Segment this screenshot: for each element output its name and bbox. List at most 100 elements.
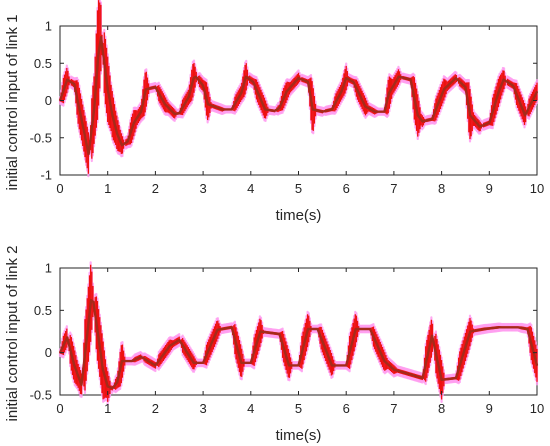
data-point xyxy=(507,326,510,329)
data-point xyxy=(73,83,76,85)
data-point xyxy=(130,360,133,362)
data-point xyxy=(73,364,76,367)
data-point xyxy=(369,328,371,330)
x-tick-label: 1 xyxy=(104,401,111,416)
data-point xyxy=(133,122,135,124)
axes-frame xyxy=(59,25,538,176)
data-point xyxy=(469,114,472,117)
data-point xyxy=(230,326,233,329)
data-point xyxy=(178,112,181,114)
data-point xyxy=(316,328,319,330)
data-point xyxy=(443,88,445,91)
data-point xyxy=(121,144,123,146)
data-point xyxy=(116,381,119,384)
x-tick-label: 5 xyxy=(295,401,302,416)
y-tick-label: 1 xyxy=(45,261,52,276)
data-point xyxy=(202,84,204,87)
data-point xyxy=(345,77,348,79)
data-point xyxy=(259,330,262,333)
data-point xyxy=(407,373,410,375)
y-tick-label: 0.5 xyxy=(34,56,52,71)
x-tick-label: 9 xyxy=(486,401,493,416)
data-point xyxy=(202,362,204,364)
data-point xyxy=(230,108,233,111)
data-point xyxy=(264,108,266,111)
data-point xyxy=(455,377,457,379)
data-point xyxy=(536,364,538,367)
data-point xyxy=(97,334,99,337)
y-tick-label: -0.5 xyxy=(30,130,52,145)
data-point xyxy=(80,384,83,386)
x-tick-label: 2 xyxy=(152,401,159,416)
data-point xyxy=(431,118,433,120)
x-tick-label: 0 xyxy=(56,181,63,196)
x-tick-label: 4 xyxy=(247,181,254,196)
data-point xyxy=(195,75,197,78)
data-point xyxy=(469,330,472,333)
data-point xyxy=(126,140,129,143)
data-point xyxy=(145,88,147,91)
data-point xyxy=(97,55,99,57)
data-point xyxy=(421,120,424,123)
data-point xyxy=(221,108,223,111)
data-point xyxy=(80,118,83,120)
data-point xyxy=(397,75,400,78)
data-point xyxy=(345,364,348,367)
data-point xyxy=(498,326,500,329)
data-point xyxy=(416,114,419,117)
data-point xyxy=(483,328,486,330)
data-point xyxy=(168,345,171,347)
plot-panel-1: 0 1 2 3 4 5 6 7 8 9 10 -1 -0.5 0 0.5 1 time(s) initial co… xyxy=(4,0,544,224)
plot-panel-2: 0 1 2 3 4 5 6 7 8 9 10 -0.5 0 0.5 1 time(s) initial cont… xyxy=(4,246,544,444)
x-tick-label: 6 xyxy=(343,181,350,196)
x-tick-label: 10 xyxy=(530,181,544,196)
y-tick-label: 0 xyxy=(45,345,52,360)
series-band xyxy=(58,0,539,178)
data-point xyxy=(297,364,300,367)
x-tick-label: 2 xyxy=(152,181,159,196)
data-point xyxy=(278,333,281,335)
x-tick-label: 0 xyxy=(56,401,63,416)
data-point xyxy=(90,299,92,301)
x-tick-label: 8 xyxy=(438,181,445,196)
data-point xyxy=(93,107,96,109)
data-point xyxy=(383,360,386,362)
y-tick-label: -1 xyxy=(40,168,52,183)
data-point xyxy=(102,368,104,371)
y-axis-label: initial control input of link 1 xyxy=(4,15,21,191)
data-point xyxy=(245,75,247,78)
data-point xyxy=(273,110,276,112)
data-point xyxy=(140,356,142,358)
y-tick-label: -0.5 xyxy=(30,388,52,403)
data-point xyxy=(464,86,467,88)
data-point xyxy=(178,339,181,341)
data-point xyxy=(252,81,254,83)
series-band xyxy=(58,261,539,406)
y-tick-label: 1 xyxy=(45,19,52,34)
data-point xyxy=(307,81,309,83)
data-point xyxy=(66,336,68,339)
x-tick-label: 1 xyxy=(104,181,111,196)
data-point xyxy=(536,90,538,93)
data-point xyxy=(154,364,157,367)
x-tick-label: 5 xyxy=(295,181,302,196)
data-point xyxy=(526,328,529,330)
x-tick-label: 7 xyxy=(390,181,397,196)
data-point xyxy=(154,86,157,88)
data-point xyxy=(121,360,123,362)
x-tick-label: 3 xyxy=(199,181,206,196)
data-point xyxy=(100,36,102,38)
data-point xyxy=(383,110,386,113)
data-point xyxy=(187,95,190,98)
data-point xyxy=(352,81,355,83)
data-point xyxy=(173,113,176,115)
data-point xyxy=(409,78,412,81)
data-point xyxy=(192,77,195,79)
data-point xyxy=(106,88,109,91)
data-point xyxy=(393,368,395,371)
data-point xyxy=(297,77,300,79)
data-point xyxy=(140,110,142,113)
data-point xyxy=(240,362,243,364)
data-point xyxy=(364,105,367,108)
